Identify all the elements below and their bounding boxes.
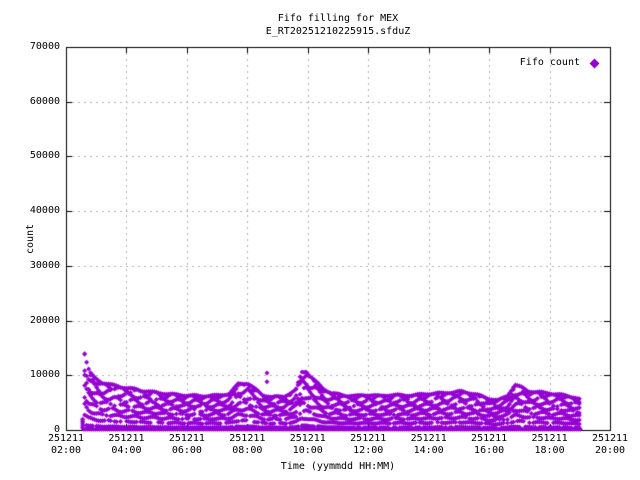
x-tick-label: 251211 18:00	[520, 433, 580, 457]
x-tick-time: 02:00	[50, 445, 82, 456]
x-tick-time: 20:00	[594, 445, 626, 456]
x-tick-time: 08:00	[232, 445, 263, 456]
x-tick-label: 251211 02:00	[36, 433, 96, 457]
y-tick-label: 20000	[29, 314, 60, 326]
y-tick-label: 40000	[29, 205, 60, 217]
x-tick-date: 251211	[350, 433, 387, 444]
x-tick-time: 18:00	[534, 445, 565, 456]
chart-subtitle: E_RT20251210225915.sfduZ	[265, 26, 411, 37]
x-tick-time: 06:00	[171, 445, 202, 456]
y-tick-label: 50000	[29, 150, 60, 162]
x-axis-title: Time (yymmdd HH:MM)	[280, 461, 396, 472]
x-tick-date: 251211	[47, 433, 85, 444]
x-tick-time: 12:00	[353, 445, 384, 456]
x-tick-label: 251211 06:00	[157, 433, 217, 457]
y-tick-label: 60000	[29, 95, 60, 107]
x-tick-label: 251211 12:00	[338, 433, 398, 457]
x-tick-time: 10:00	[292, 445, 323, 456]
x-tick-date: 251211	[471, 433, 508, 444]
x-tick-time: 14:00	[413, 445, 444, 456]
y-tick-label: 0	[53, 424, 60, 435]
x-tick-label: 251211 08:00	[217, 433, 277, 457]
x-tick-label: 251211 16:00	[459, 433, 519, 457]
x-tick-date: 251211	[229, 433, 266, 444]
x-tick-label: 251211 10:00	[278, 433, 338, 457]
legend-label: Fifo count	[519, 57, 580, 68]
x-tick-date: 251211	[591, 433, 629, 444]
x-tick-label: 251211 20:00	[580, 433, 640, 457]
x-tick-date: 251211	[289, 433, 326, 444]
chart-title: Fifo filling for MEX	[277, 13, 399, 24]
x-tick-date: 251211	[168, 433, 205, 444]
x-tick-label: 251211 04:00	[96, 433, 156, 457]
y-tick-label: 10000	[29, 369, 60, 381]
x-tick-time: 16:00	[474, 445, 505, 456]
x-tick-time: 04:00	[111, 445, 142, 456]
x-tick-date: 251211	[410, 433, 447, 444]
x-tick-date: 251211	[531, 433, 568, 444]
y-axis-title: count	[25, 223, 36, 255]
y-tick-label: 30000	[29, 259, 60, 271]
x-tick-date: 251211	[108, 433, 145, 444]
y-tick-label: 70000	[29, 41, 60, 52]
x-tick-label: 251211 14:00	[399, 433, 459, 457]
